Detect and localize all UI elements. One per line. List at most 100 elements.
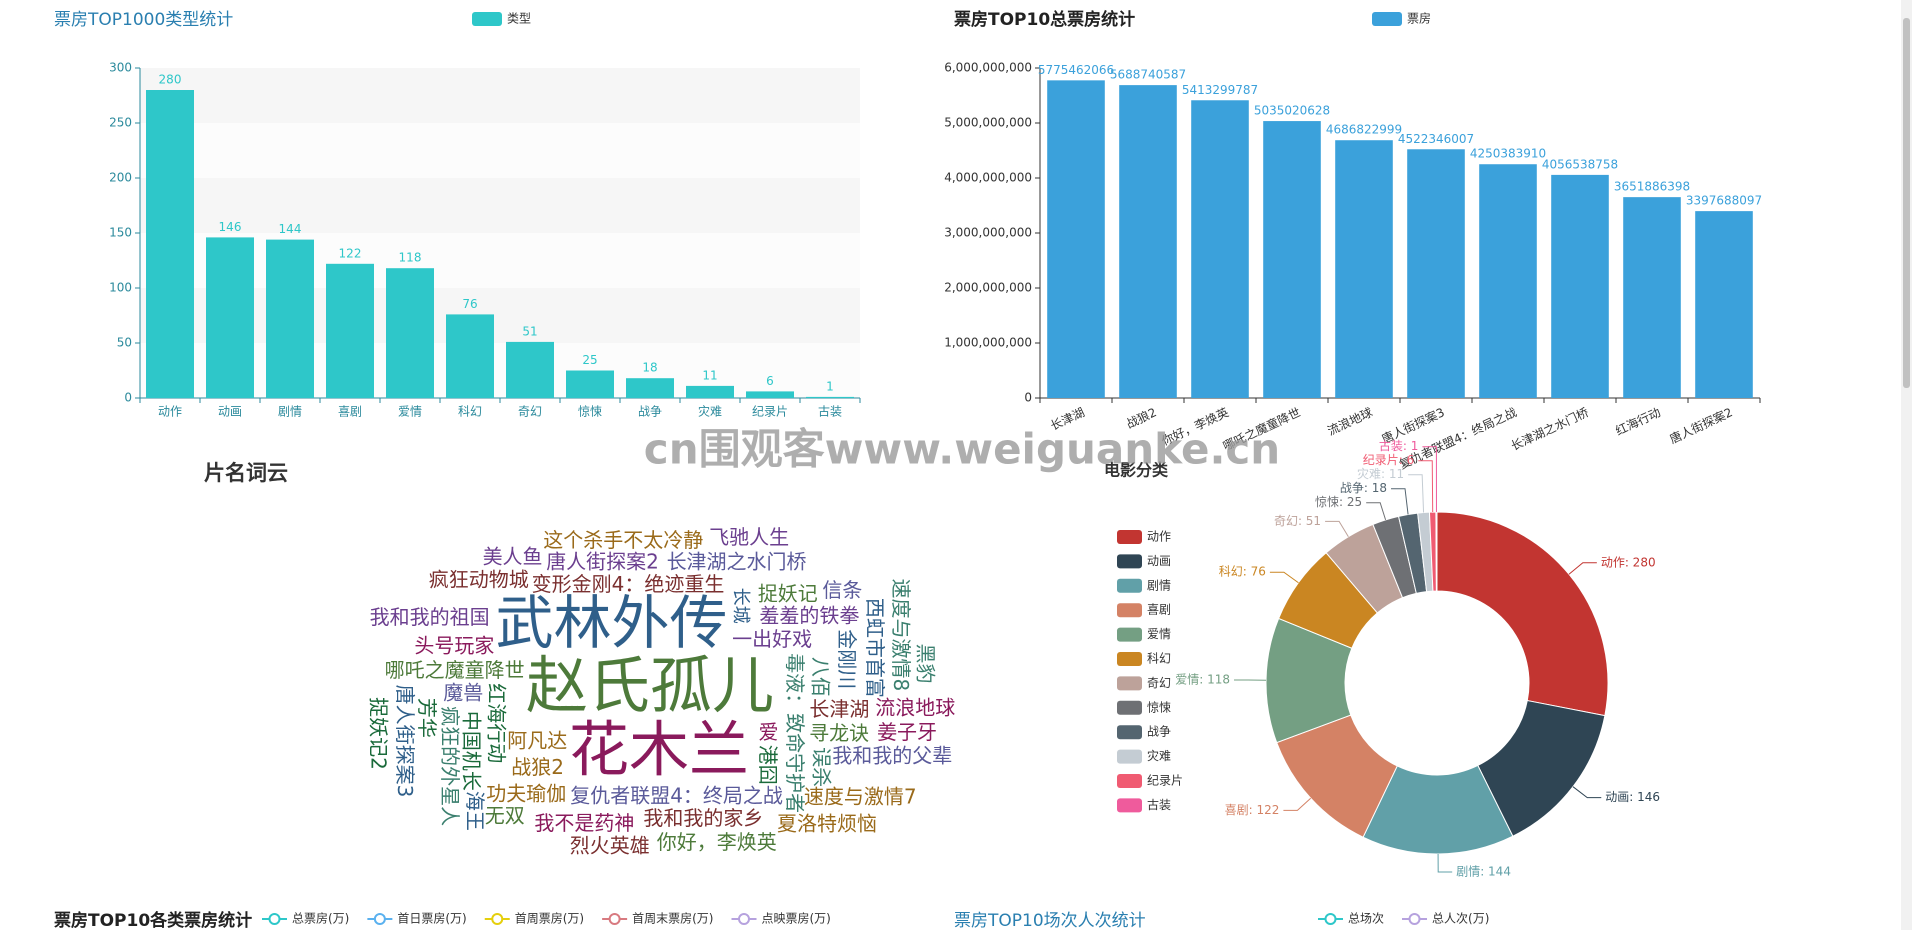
word: 我和我的祖国 — [370, 605, 490, 629]
bar — [566, 370, 614, 398]
legend-swatch — [1117, 627, 1142, 642]
value-label: 3651886398 — [1614, 180, 1690, 194]
word: 烈火英雄 — [570, 834, 650, 858]
legend-swatch — [1117, 652, 1142, 666]
pie-slice — [1435, 511, 1438, 592]
value-label: 5035020628 — [1254, 104, 1330, 118]
label-line — [1437, 853, 1453, 873]
legend-dot — [268, 913, 281, 925]
bar — [326, 263, 374, 398]
y-tick-label: 5,000,000,000 — [944, 116, 1032, 130]
scrollbar-track — [1901, 0, 1912, 930]
bar — [626, 378, 674, 398]
bar — [1479, 164, 1537, 398]
legend-dot — [1408, 913, 1421, 925]
legend-dot — [373, 913, 386, 925]
value-label: 11 — [702, 368, 717, 382]
legend-swatch — [1117, 554, 1142, 569]
bar — [1047, 80, 1105, 399]
word: 海王 — [463, 791, 487, 831]
value-label: 76 — [462, 297, 477, 311]
chart-title: 票房TOP10场次人次统计 — [954, 911, 1146, 930]
legend-label: 类型 — [507, 12, 531, 26]
chart-title: 票房TOP10总票房统计 — [954, 9, 1135, 30]
split-area — [140, 123, 860, 178]
slice-label: 科幻: 76 — [1219, 565, 1266, 579]
label-line — [1366, 502, 1387, 521]
x-tick-label: 剧情 — [278, 405, 302, 419]
bar — [1695, 211, 1753, 398]
value-label: 280 — [159, 73, 182, 87]
x-tick-label: 复仇者联盟4：终局之战 — [1397, 404, 1519, 472]
word: 你好，李焕英 — [657, 830, 777, 854]
legend-swatch — [1117, 725, 1142, 740]
legend-swatch — [1117, 700, 1142, 715]
chart-title: 票房TOP10各类票房统计 — [54, 910, 252, 930]
value-label: 4522346007 — [1398, 132, 1474, 146]
word: 速度与激情7 — [804, 784, 917, 808]
bar — [686, 385, 734, 398]
word: 中国机长 — [460, 711, 484, 791]
word: 复仇者联盟4：终局之战 — [570, 784, 783, 808]
bar — [1623, 197, 1681, 398]
word: 金刚川 — [835, 629, 859, 689]
word: 寻龙诀 — [809, 721, 869, 745]
legend-label: 总场次 — [1348, 912, 1384, 926]
legend-label: 点映票房(万) — [762, 911, 831, 926]
legend-label: 奇幻 — [1147, 676, 1171, 690]
split-area — [140, 343, 860, 398]
value-label: 5413299787 — [1182, 83, 1258, 97]
slice-label: 纪录片: 6 — [1363, 453, 1415, 467]
slice-label: 喜剧: 122 — [1225, 803, 1280, 817]
value-label: 3397688097 — [1686, 194, 1762, 208]
label-line — [1572, 786, 1602, 799]
word: 无双 — [485, 803, 525, 827]
slice-label: 灾难: 11 — [1357, 466, 1404, 481]
bar — [386, 268, 434, 398]
word: 姜子牙 — [877, 720, 937, 744]
scrollbar-thumb[interactable] — [1903, 18, 1910, 388]
bar — [1119, 85, 1177, 399]
legend-swatch — [1117, 749, 1142, 764]
word: 变形金刚4：绝迹重生 — [532, 572, 725, 596]
y-tick-label: 1,000,000,000 — [944, 336, 1032, 350]
x-tick-label: 古装 — [818, 404, 842, 419]
y-tick-label: 300 — [109, 61, 132, 75]
word: 疯狂的外星人 — [438, 706, 462, 826]
legend-swatch — [1117, 578, 1142, 593]
legend-label: 动作 — [1147, 530, 1171, 544]
legend-label: 动画 — [1147, 554, 1171, 568]
pie-slice — [1436, 511, 1609, 717]
y-tick-label: 6,000,000,000 — [944, 61, 1032, 75]
legend-label: 灾难 — [1147, 748, 1171, 763]
split-area — [140, 233, 860, 288]
legend-swatch — [1117, 676, 1142, 691]
word: 信条 — [822, 578, 862, 602]
x-tick-label: 动作 — [158, 405, 182, 419]
slice-label: 动作: 280 — [1601, 555, 1656, 569]
bar — [1407, 149, 1465, 398]
value-label: 1 — [826, 379, 834, 393]
slice-label: 剧情: 144 — [1456, 864, 1511, 878]
bar — [146, 90, 194, 398]
word: 捉妖记 — [758, 582, 818, 606]
label-line — [1422, 446, 1437, 513]
legend-swatch — [1372, 12, 1402, 26]
chart-title: 电影分类 — [1104, 461, 1169, 480]
x-tick-label: 科幻 — [458, 405, 482, 419]
value-label: 51 — [522, 324, 537, 338]
legend-label: 战争 — [1147, 725, 1171, 739]
word: 速度与激情8 — [889, 578, 913, 691]
legend-label: 古装 — [1147, 797, 1171, 812]
watermark: cn围观客www.weiguanke.cn — [644, 425, 1280, 474]
split-area — [140, 288, 860, 343]
x-tick-label: 长津湖之水门桥 — [1508, 404, 1590, 453]
label-line — [1283, 797, 1312, 811]
word: 我不是药神 — [534, 811, 634, 835]
legend-swatch — [1117, 530, 1142, 544]
word: 爱 — [759, 720, 779, 744]
word: 魔兽 — [443, 680, 483, 704]
label-line — [1408, 474, 1425, 513]
legend-label: 喜剧 — [1147, 603, 1171, 617]
